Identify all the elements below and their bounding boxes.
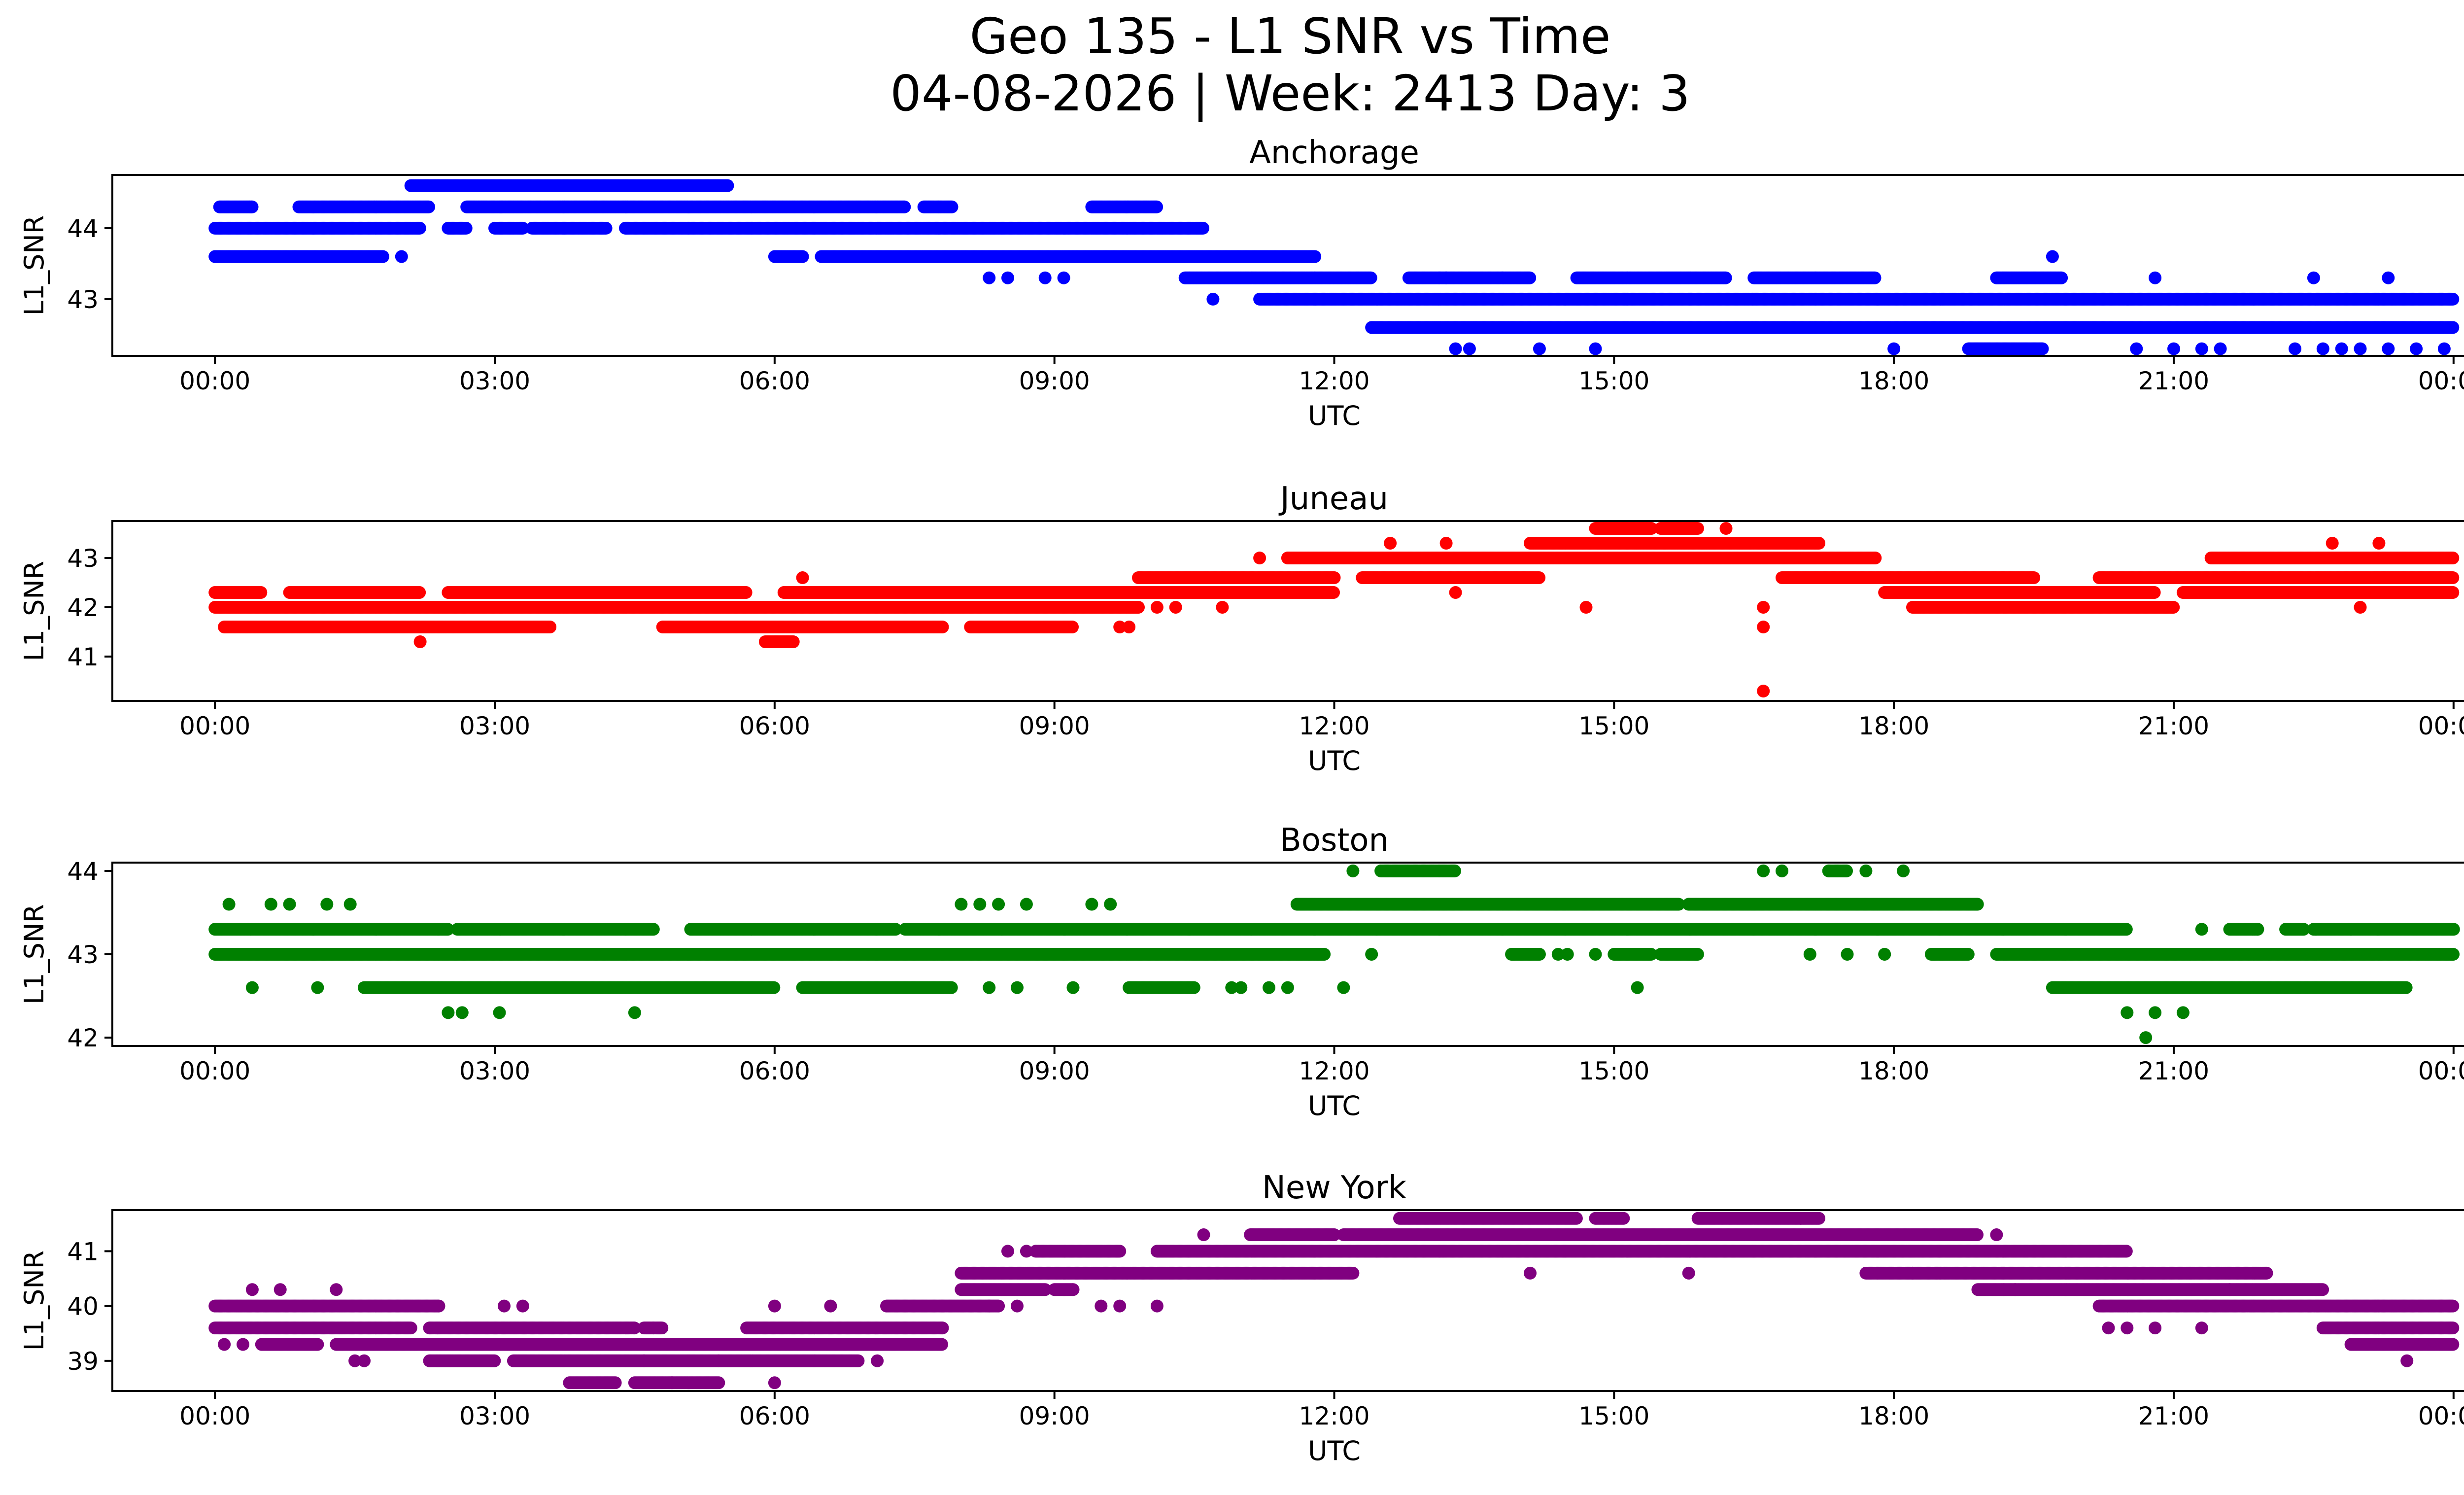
snr-level-43 bbox=[1253, 292, 2460, 306]
data-point bbox=[422, 200, 435, 213]
data-point bbox=[516, 221, 529, 235]
figure-title-line-1: Geo 135 - L1 SNR vs Time bbox=[970, 7, 1611, 65]
snr-level-43.3 bbox=[1178, 271, 2068, 284]
snr-level-44.3 bbox=[213, 200, 1164, 213]
data-point bbox=[245, 200, 259, 213]
snr-level-42.6 bbox=[1365, 321, 2460, 334]
data-point bbox=[945, 200, 958, 213]
snr-level-43.6 bbox=[208, 250, 1322, 263]
data-point bbox=[721, 179, 734, 192]
data-point bbox=[413, 221, 426, 235]
data-point bbox=[1150, 200, 1164, 213]
snr-level-44.6 bbox=[404, 179, 734, 192]
data-point bbox=[898, 200, 911, 213]
data-point bbox=[1364, 271, 1377, 284]
data-point bbox=[2055, 271, 2068, 284]
data-point bbox=[796, 250, 809, 263]
data-point bbox=[2446, 321, 2460, 334]
data-point bbox=[459, 221, 473, 235]
data-point bbox=[1719, 271, 1732, 284]
data-point bbox=[1868, 271, 1882, 284]
subplot-title-anchorage: Anchorage bbox=[1249, 135, 1419, 171]
data-point bbox=[599, 221, 613, 235]
figure-title-line-2: 04-08-2026 | Week: 2413 Day: 3 bbox=[890, 65, 1690, 122]
snr-level-42.3 bbox=[1962, 342, 2049, 355]
scatter-series-anchorage bbox=[208, 179, 2460, 355]
data-point bbox=[1197, 221, 1209, 235]
data-point bbox=[2446, 292, 2460, 306]
data-point bbox=[1308, 250, 1322, 263]
data-point bbox=[376, 250, 389, 263]
snr-level-44 bbox=[208, 221, 1209, 235]
data-point bbox=[1523, 271, 1537, 284]
